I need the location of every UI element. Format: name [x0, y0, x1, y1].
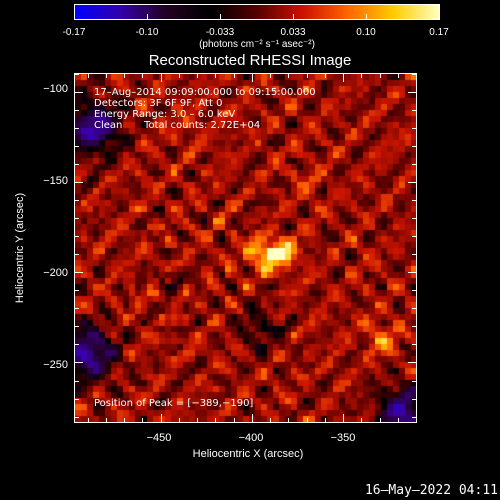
axis-tick-mark: [416, 418, 417, 422]
axis-tick-mark: [75, 218, 79, 219]
axis-tick-mark: [197, 74, 198, 78]
axis-tick-mark: [412, 164, 416, 165]
axis-tick-mark: [408, 182, 416, 183]
axis-tick-mark: [412, 74, 416, 75]
axis-tick-mark: [142, 74, 143, 78]
axis-tick-mark: [361, 418, 362, 422]
axis-tick-mark: [380, 74, 381, 78]
axis-tick-mark: [75, 74, 79, 75]
axis-tick-mark: [412, 200, 416, 201]
axis-tick-mark: [288, 74, 289, 78]
colorbar: [74, 4, 440, 20]
peak-position-label: Position of Peak = [−389,−190]: [94, 398, 254, 409]
axis-tick-mark: [412, 110, 416, 111]
axis-tick-mark: [412, 218, 416, 219]
axis-tick-mark: [398, 74, 399, 78]
generated-timestamp: 16–May–2022 04:11: [364, 483, 498, 498]
axis-tick-mark: [75, 182, 83, 183]
axis-tick-mark: [252, 74, 253, 82]
axis-tick-mark: [412, 417, 416, 418]
axis-tick-mark: [106, 418, 107, 422]
colorbar-tick-mark: [147, 14, 148, 20]
axis-tick-mark: [75, 290, 79, 291]
colorbar-tick-mark: [293, 14, 294, 20]
axis-tick-mark: [408, 272, 416, 273]
total-counts-label: Total counts: 2.72E+04: [144, 120, 261, 131]
axis-tick-mark: [197, 418, 198, 422]
axis-tick-mark: [75, 128, 79, 129]
axis-tick-mark: [325, 74, 326, 78]
axis-tick-mark: [234, 418, 235, 422]
axis-tick-mark: [380, 418, 381, 422]
axis-tick-mark: [215, 418, 216, 422]
colorbar-tick-mark: [366, 14, 367, 20]
y-axis-title: Heliocentric Y (arcsec): [14, 192, 26, 304]
axis-tick-mark: [234, 74, 235, 78]
axis-tick-mark: [343, 74, 344, 82]
observation-time-label: 17–Aug–2014 09:09:00.000 to 09:15:00.000: [94, 87, 316, 98]
axis-tick-mark: [307, 74, 308, 78]
axis-tick-mark: [124, 74, 125, 78]
axis-tick-mark: [75, 308, 79, 309]
axis-tick-mark: [408, 362, 416, 363]
axis-tick-mark: [412, 146, 416, 147]
axis-tick-mark: [288, 418, 289, 422]
axis-tick-mark: [75, 164, 79, 165]
axis-tick-mark: [161, 414, 162, 422]
axis-tick-mark: [412, 399, 416, 400]
axis-tick-mark: [161, 74, 162, 82]
axis-tick-mark: [106, 74, 107, 78]
axis-tick-mark: [75, 200, 79, 201]
axis-tick-mark: [75, 272, 83, 273]
axis-tick-mark: [75, 344, 79, 345]
axis-tick-mark: [75, 381, 79, 382]
colorbar-tick-mark: [439, 14, 440, 20]
axis-tick-mark: [412, 254, 416, 255]
axis-tick-mark: [412, 326, 416, 327]
axis-tick-mark: [307, 418, 308, 422]
axis-tick-mark: [412, 290, 416, 291]
axis-tick-mark: [412, 381, 416, 382]
axis-tick-mark: [142, 418, 143, 422]
algorithm-label: Clean: [94, 120, 123, 131]
axis-tick-mark: [343, 414, 344, 422]
axis-tick-mark: [398, 418, 399, 422]
axis-tick-mark: [75, 110, 79, 111]
colorbar-tick-mark: [74, 14, 75, 20]
axis-tick-mark: [252, 414, 253, 422]
axis-tick-mark: [88, 74, 89, 78]
axis-tick-mark: [75, 254, 79, 255]
axis-tick-mark: [75, 146, 79, 147]
axis-tick-mark: [416, 74, 417, 78]
axis-tick-mark: [75, 417, 79, 418]
colorbar-tick-mark: [220, 14, 221, 20]
axis-tick-mark: [361, 74, 362, 78]
axis-tick-mark: [75, 236, 79, 237]
axis-tick-mark: [270, 74, 271, 78]
axis-tick-mark: [179, 418, 180, 422]
axis-tick-mark: [75, 399, 79, 400]
plot-area: 17–Aug–2014 09:09:00.000 to 09:15:00.000…: [74, 73, 417, 423]
axis-tick-mark: [325, 418, 326, 422]
axis-tick-mark: [412, 344, 416, 345]
heatmap-image: [75, 74, 416, 422]
axis-tick-mark: [412, 308, 416, 309]
axis-tick-mark: [75, 362, 83, 363]
axis-tick-mark: [124, 418, 125, 422]
axis-tick-mark: [75, 326, 79, 327]
axis-tick-mark: [215, 74, 216, 78]
axis-tick-mark: [412, 236, 416, 237]
axis-tick-mark: [179, 74, 180, 78]
axis-tick-mark: [88, 418, 89, 422]
axis-tick-mark: [75, 92, 83, 93]
axis-tick-mark: [408, 92, 416, 93]
axis-tick-mark: [412, 128, 416, 129]
energy-range-label: Energy Range: 3.0 – 6.0 keV: [94, 109, 236, 120]
axis-tick-mark: [270, 418, 271, 422]
detectors-label: Detectors: 3F 6F 9F, Att 0: [94, 98, 223, 109]
